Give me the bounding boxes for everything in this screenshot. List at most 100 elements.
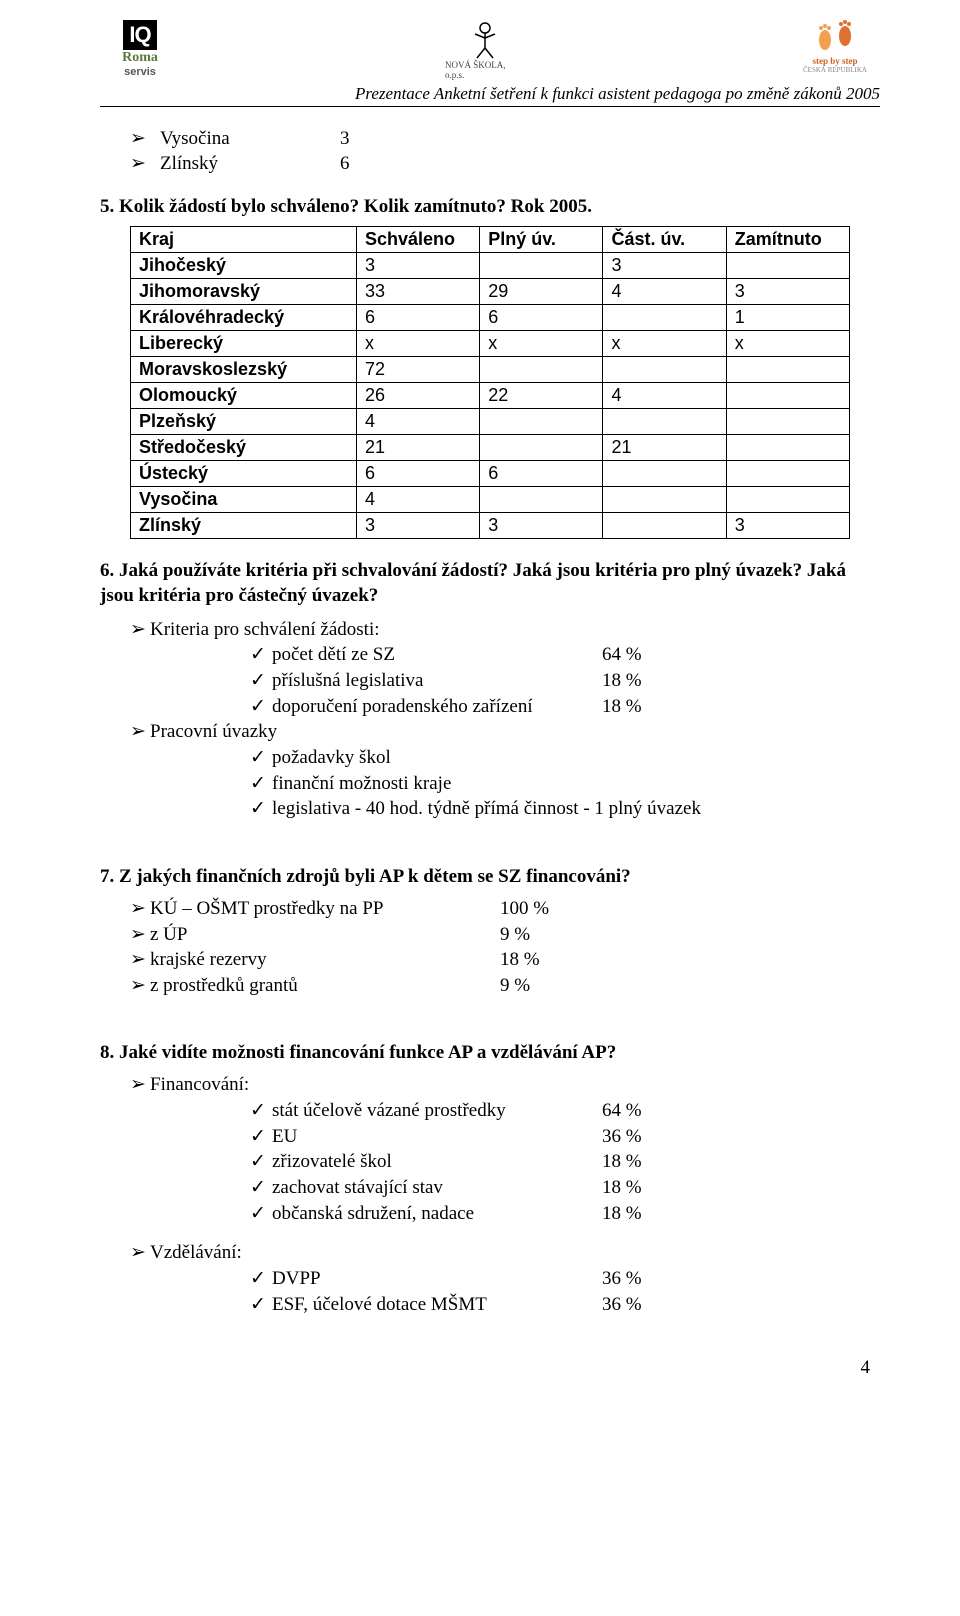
check-icon: ✓ xyxy=(250,1098,272,1124)
check-icon: ✓ xyxy=(250,694,272,720)
table-cell: Plzeňský xyxy=(131,409,357,435)
item-value: 64 % xyxy=(602,642,642,668)
arrow-icon: ➢ xyxy=(130,922,150,948)
table-cell xyxy=(603,409,726,435)
table-cell xyxy=(603,305,726,331)
table-cell: 21 xyxy=(603,435,726,461)
q6-kriteria-row: ➢ Kriteria pro schválení žádosti: xyxy=(130,617,880,643)
table-header: Schváleno xyxy=(356,227,479,253)
table-row: Jihomoravský332943 xyxy=(131,279,850,305)
table-cell: Moravskoslezský xyxy=(131,357,357,383)
q8-vzd-list: ✓DVPP36 %✓ESF, účelové dotace MŠMT36 % xyxy=(100,1266,880,1317)
table-cell: 6 xyxy=(480,305,603,331)
table-cell: Liberecký xyxy=(131,331,357,357)
table-cell: 3 xyxy=(603,253,726,279)
item-value: 18 % xyxy=(500,947,540,973)
q8-fin-row: ➢ Financování: xyxy=(130,1072,880,1098)
check-icon: ✓ xyxy=(250,1149,272,1175)
table-row: Moravskoslezský72 xyxy=(131,357,850,383)
q8-vzd-title: Vzdělávání: xyxy=(150,1240,242,1266)
arrow-icon: ➢ xyxy=(130,1240,150,1266)
q7-heading: 7. Z jakých finančních zdrojů byli AP k … xyxy=(100,866,880,888)
intro-regions-list: ➢ Vysočina3 ➢ Zlínský6 xyxy=(100,127,880,176)
item-label: EU xyxy=(272,1124,602,1150)
table-row: Libereckýxxxx xyxy=(131,331,850,357)
pct-item: ➢z ÚP9 % xyxy=(130,922,880,948)
table-cell xyxy=(480,409,603,435)
table-cell xyxy=(726,409,849,435)
table-cell xyxy=(726,253,849,279)
table-cell: 72 xyxy=(356,357,479,383)
table-cell: 4 xyxy=(356,409,479,435)
item-value: 36 % xyxy=(602,1266,642,1292)
check-item: ✓stát účelově vázané prostředky64 % xyxy=(250,1098,880,1124)
check-icon: ✓ xyxy=(250,1124,272,1150)
region-row: ➢ Vysočina3 xyxy=(130,127,880,152)
item-label: legislativa - 40 hod. týdně přímá činnos… xyxy=(272,796,880,822)
arrow-icon: ➢ xyxy=(130,947,150,973)
item-value: 36 % xyxy=(602,1124,642,1150)
page-number: 4 xyxy=(100,1357,880,1379)
check-item: ✓požadavky škol xyxy=(250,745,880,771)
table-cell xyxy=(726,357,849,383)
table-cell: Jihočeský xyxy=(131,253,357,279)
item-label: z prostředků grantů xyxy=(150,973,500,999)
table-cell: x xyxy=(356,331,479,357)
table-cell: Olomoucký xyxy=(131,383,357,409)
table-row: Vysočina4 xyxy=(131,487,850,513)
check-item: ✓občanská sdružení, nadace18 % xyxy=(250,1201,880,1227)
region-value: 6 xyxy=(340,152,350,177)
q6-kriteria-list: ✓počet dětí ze SZ64 %✓příslušná legislat… xyxy=(100,642,880,719)
item-value: 18 % xyxy=(602,668,642,694)
item-value: 64 % xyxy=(602,1098,642,1124)
table-cell: Jihomoravský xyxy=(131,279,357,305)
table-cell: 3 xyxy=(726,513,849,539)
arrow-icon: ➢ xyxy=(130,152,148,177)
check-icon: ✓ xyxy=(250,668,272,694)
stick-figure-icon xyxy=(465,20,505,60)
q6-heading: 6. Jaká používáte kritéria při schvalová… xyxy=(100,559,880,608)
table-cell: 1 xyxy=(726,305,849,331)
arrow-icon: ➢ xyxy=(130,127,148,152)
table-row: Ústecký66 xyxy=(131,461,850,487)
table-cell: x xyxy=(480,331,603,357)
table-header: Plný úv. xyxy=(480,227,603,253)
table-cell: 6 xyxy=(356,461,479,487)
check-icon: ✓ xyxy=(250,771,272,797)
item-label: zřizovatelé škol xyxy=(272,1149,602,1175)
table-cell xyxy=(480,435,603,461)
check-item: ✓DVPP36 % xyxy=(250,1266,880,1292)
table-cell xyxy=(726,383,849,409)
table-header: Část. úv. xyxy=(603,227,726,253)
item-label: krajské rezervy xyxy=(150,947,500,973)
q8-fin-title: Financování: xyxy=(150,1072,249,1098)
q6-uvazky-title: Pracovní úvazky xyxy=(150,719,277,745)
check-icon: ✓ xyxy=(250,1292,272,1318)
table-cell: 4 xyxy=(603,383,726,409)
region-value: 3 xyxy=(340,127,350,152)
table-cell: Vysočina xyxy=(131,487,357,513)
q5-heading: 5. Kolik žádostí bylo schváleno? Kolik z… xyxy=(100,196,880,218)
table-cell xyxy=(480,357,603,383)
item-value: 18 % xyxy=(602,694,642,720)
region-name: Zlínský xyxy=(160,152,340,177)
table-row: Jihočeský33 xyxy=(131,253,850,279)
table-cell: Královéhradecký xyxy=(131,305,357,331)
pct-item: ➢krajské rezervy18 % xyxy=(130,947,880,973)
item-label: ESF, účelové dotace MŠMT xyxy=(272,1292,602,1318)
region-name: Vysočina xyxy=(160,127,340,152)
item-label: doporučení poradenského zařízení xyxy=(272,694,602,720)
logo-nova-skola: NOVÁ ŠKOLA, o.p.s. xyxy=(445,20,525,80)
table-cell: Ústecký xyxy=(131,461,357,487)
table-cell: 3 xyxy=(356,253,479,279)
check-icon: ✓ xyxy=(250,796,272,822)
item-label: příslušná legislativa xyxy=(272,668,602,694)
table-cell: 6 xyxy=(480,461,603,487)
table-cell xyxy=(603,487,726,513)
logo-iq-roma: IQ Roma servis xyxy=(100,20,180,80)
item-value: 36 % xyxy=(602,1292,642,1318)
check-item: ✓zřizovatelé škol18 % xyxy=(250,1149,880,1175)
item-label: finanční možnosti kraje xyxy=(272,771,880,797)
footprints-icon xyxy=(811,20,859,56)
q8-heading: 8. Jaké vidíte možnosti financování funk… xyxy=(100,1042,880,1064)
